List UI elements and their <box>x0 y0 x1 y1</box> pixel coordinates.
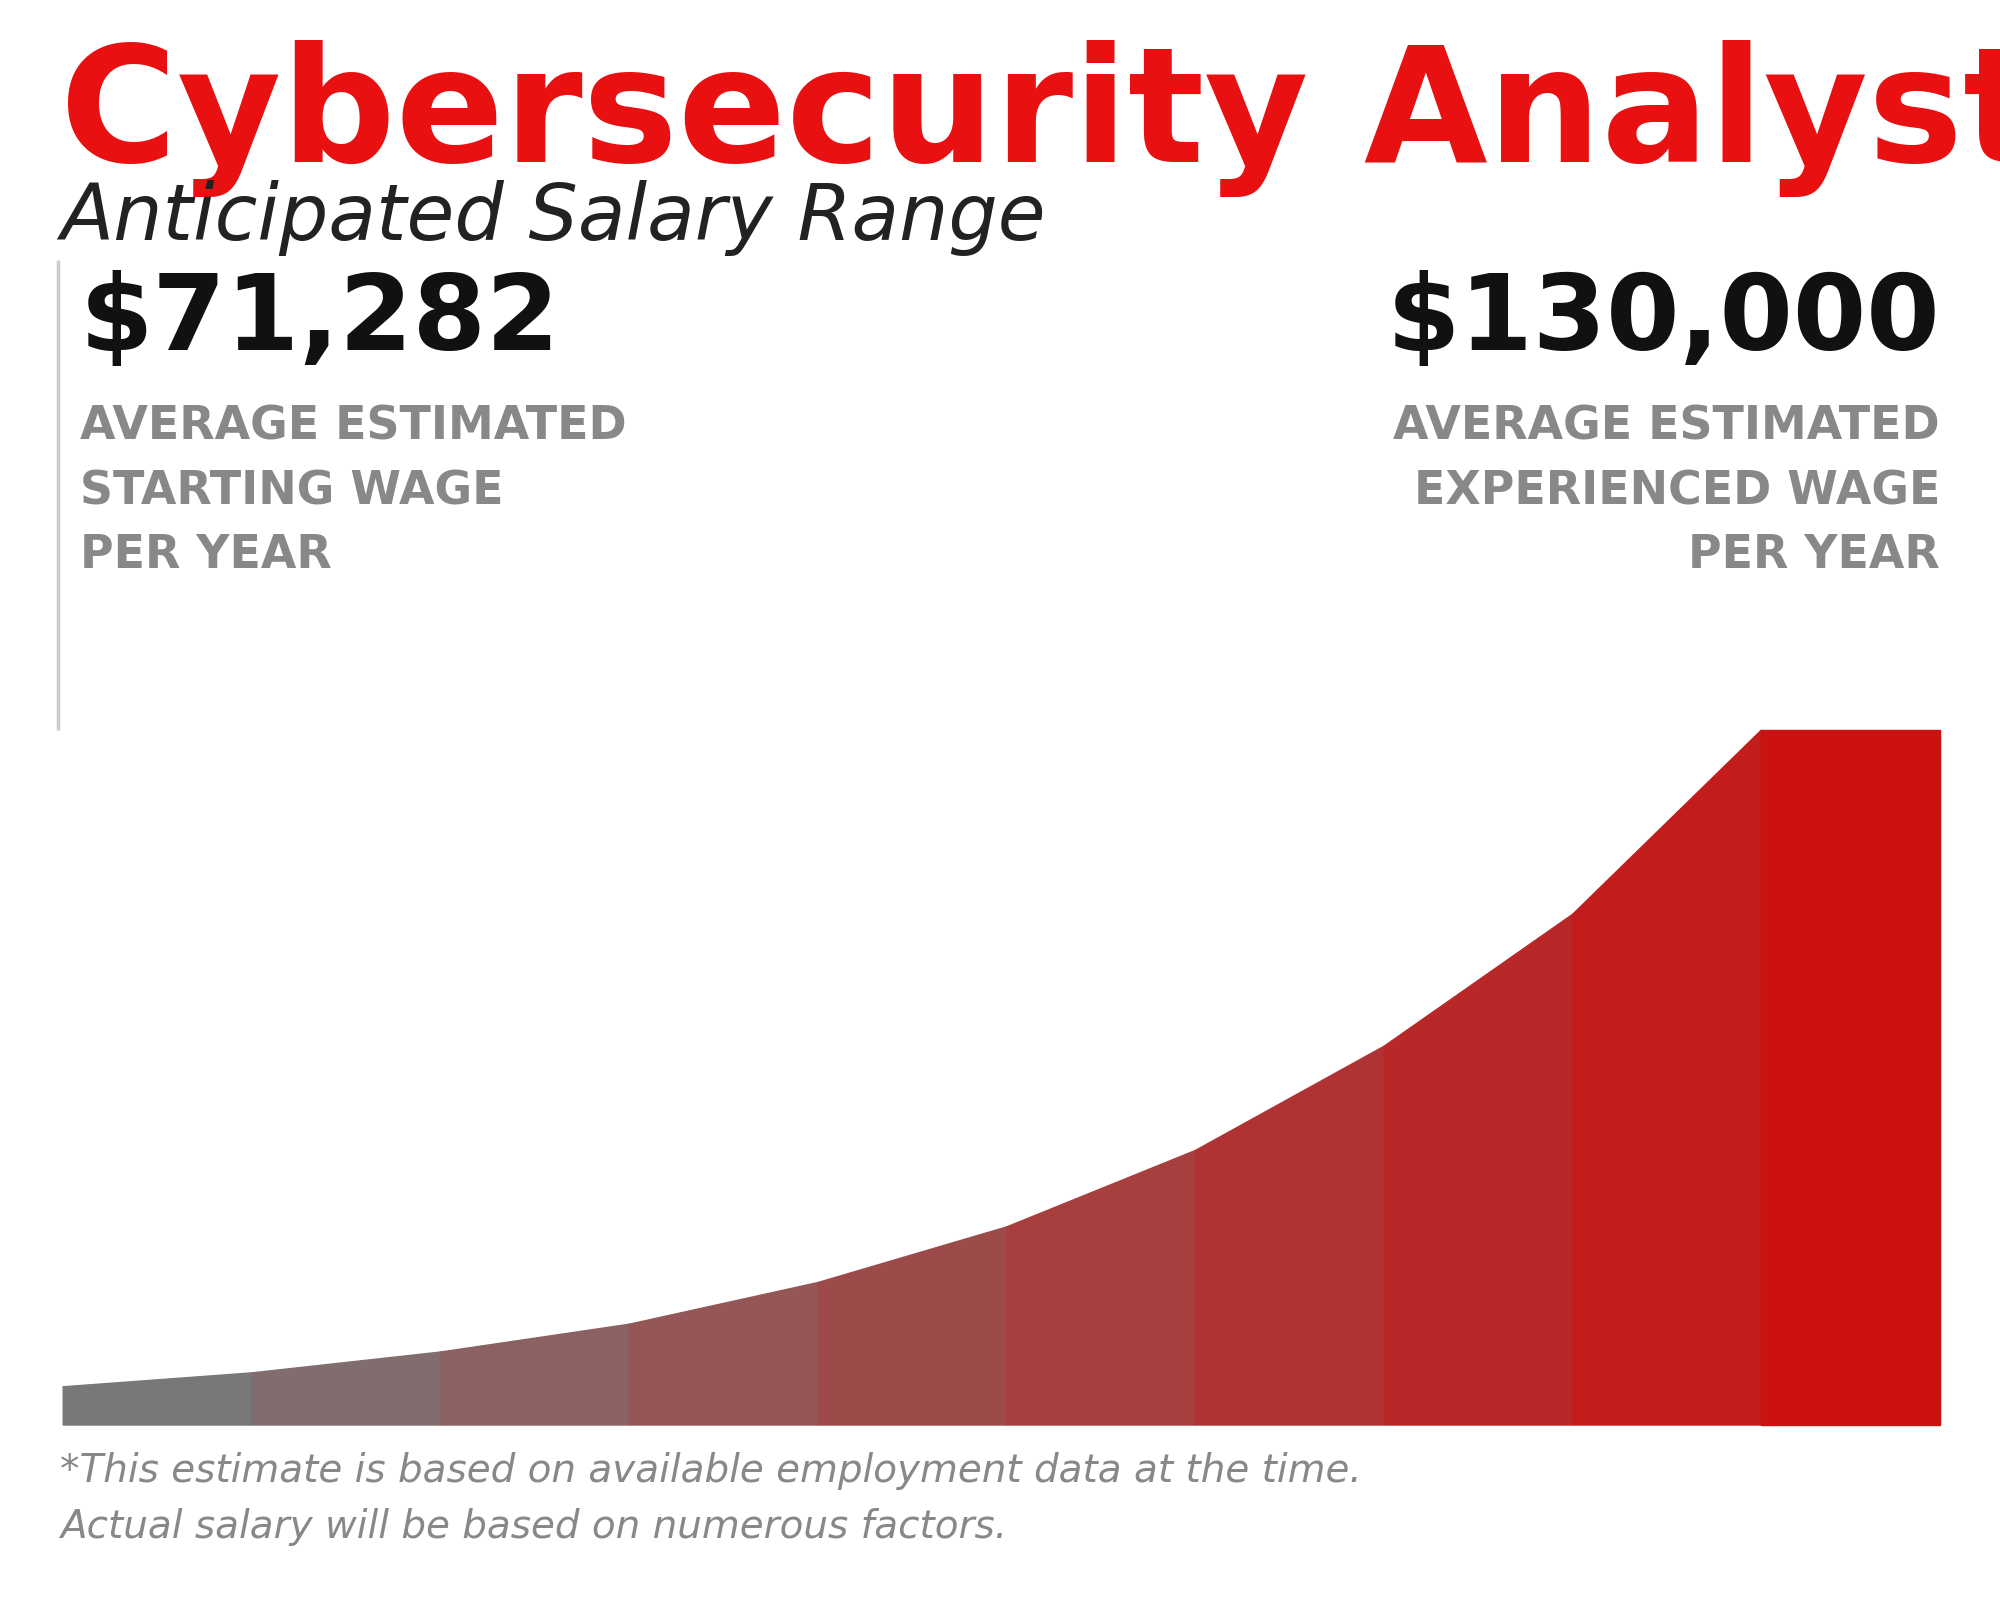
Polygon shape <box>64 1373 252 1426</box>
Polygon shape <box>630 1283 818 1426</box>
Text: Anticipated Salary Range: Anticipated Salary Range <box>60 179 1046 256</box>
Text: AVERAGE ESTIMATED
STARTING WAGE
PER YEAR: AVERAGE ESTIMATED STARTING WAGE PER YEAR <box>80 405 626 579</box>
Text: AVERAGE ESTIMATED
EXPERIENCED WAGE
PER YEAR: AVERAGE ESTIMATED EXPERIENCED WAGE PER Y… <box>1394 405 1940 579</box>
Polygon shape <box>440 1325 630 1426</box>
Text: Cybersecurity Analyst: Cybersecurity Analyst <box>60 40 2000 197</box>
Polygon shape <box>1762 730 1940 1426</box>
Polygon shape <box>1384 914 1572 1426</box>
Polygon shape <box>818 1227 1006 1426</box>
Polygon shape <box>1006 1150 1196 1426</box>
Polygon shape <box>1196 1046 1384 1426</box>
Text: $71,282: $71,282 <box>80 270 560 371</box>
Polygon shape <box>252 1352 440 1426</box>
Text: $130,000: $130,000 <box>1386 270 1940 371</box>
Polygon shape <box>1572 730 1762 1426</box>
Text: *This estimate is based on available employment data at the time.
Actual salary : *This estimate is based on available emp… <box>60 1453 1362 1546</box>
